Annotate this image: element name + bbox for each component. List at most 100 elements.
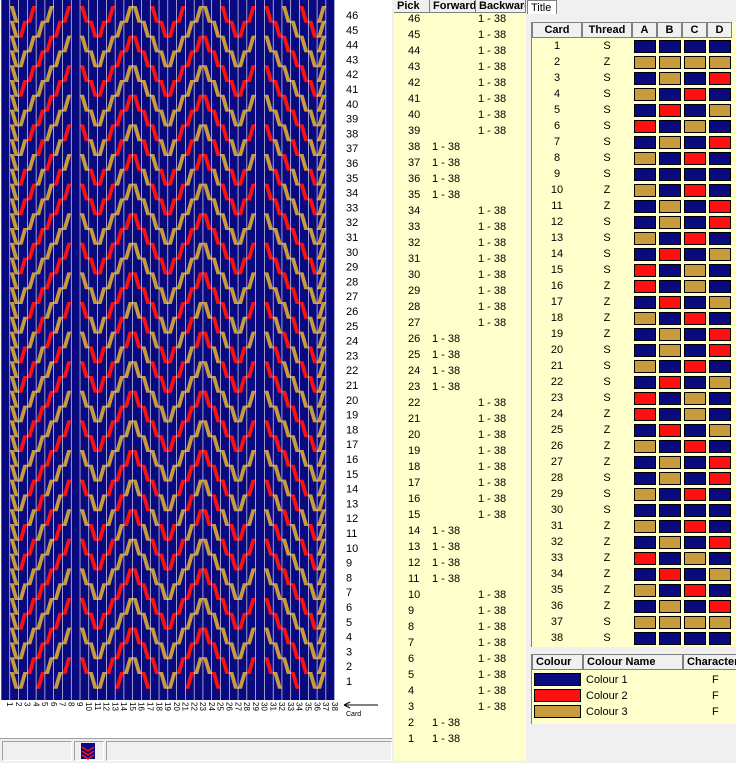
hole-colour-swatch[interactable] — [684, 600, 706, 613]
hole-colour-swatch[interactable] — [634, 200, 656, 213]
card-number[interactable]: 18 — [550, 312, 564, 324]
hole-colour-swatch[interactable] — [634, 456, 656, 469]
pick-number[interactable]: 20 — [408, 429, 421, 441]
thread-direction[interactable]: Z — [603, 328, 611, 340]
pick-number[interactable]: 30 — [408, 269, 421, 281]
hole-colour-swatch[interactable] — [709, 312, 731, 325]
hole-colour-swatch[interactable] — [684, 504, 706, 517]
pick-column-header[interactable]: Pick — [394, 0, 430, 13]
hole-colour-swatch[interactable] — [659, 280, 681, 293]
backward-cards[interactable]: 1 - 38 — [478, 461, 507, 473]
thread-direction[interactable]: S — [603, 40, 611, 52]
hole-colour-swatch[interactable] — [684, 344, 706, 357]
card-number[interactable]: 15 — [550, 264, 564, 276]
hole-colour-swatch[interactable] — [659, 168, 681, 181]
hole-colour-swatch[interactable] — [659, 56, 681, 69]
hole-colour-swatch[interactable] — [709, 632, 731, 645]
hole-colour-swatch[interactable] — [634, 232, 656, 245]
pick-number[interactable]: 16 — [408, 493, 421, 505]
thread-direction[interactable]: S — [603, 616, 611, 628]
card-number[interactable]: 32 — [550, 536, 564, 548]
backward-cards[interactable]: 1 - 38 — [478, 653, 507, 665]
hole-colour-swatch[interactable] — [709, 344, 731, 357]
thread-direction[interactable]: Z — [603, 456, 611, 468]
thread-direction[interactable]: S — [603, 504, 611, 516]
hole-colour-swatch[interactable] — [709, 552, 731, 565]
hole-colour-swatch[interactable] — [684, 568, 706, 581]
hole-colour-swatch[interactable] — [659, 504, 681, 517]
hole-colour-swatch[interactable] — [659, 296, 681, 309]
hole-colour-swatch[interactable] — [659, 456, 681, 469]
card-number[interactable]: 38 — [550, 632, 564, 644]
pick-number[interactable]: 15 — [408, 509, 421, 521]
hole-colour-swatch[interactable] — [684, 120, 706, 133]
pick-number[interactable]: 42 — [408, 77, 421, 89]
hole-colour-swatch[interactable] — [634, 216, 656, 229]
forward-cards[interactable]: 1 - 38 — [432, 157, 461, 169]
colour-swatch[interactable] — [534, 705, 581, 718]
hole-colour-swatch[interactable] — [659, 184, 681, 197]
forward-cards[interactable]: 1 - 38 — [432, 141, 461, 153]
hole-colour-swatch[interactable] — [684, 632, 706, 645]
hole-colour-swatch[interactable] — [659, 440, 681, 453]
backward-cards[interactable]: 1 - 38 — [478, 269, 507, 281]
hole-colour-swatch[interactable] — [709, 616, 731, 629]
forward-cards[interactable]: 1 - 38 — [432, 349, 461, 361]
hole-colour-swatch[interactable] — [684, 488, 706, 501]
pick-number[interactable]: 4 — [408, 685, 415, 697]
pick-number[interactable]: 26 — [408, 333, 421, 345]
backward-cards[interactable]: 1 - 38 — [478, 301, 507, 313]
hole-colour-swatch[interactable] — [634, 440, 656, 453]
thread-direction[interactable]: S — [603, 632, 611, 644]
hole-colour-swatch[interactable] — [659, 632, 681, 645]
backward-cards[interactable]: 1 - 38 — [478, 621, 507, 633]
hole-c-column-header[interactable]: C — [682, 22, 707, 38]
hole-colour-swatch[interactable] — [659, 584, 681, 597]
hole-colour-swatch[interactable] — [659, 520, 681, 533]
thread-direction[interactable]: S — [603, 392, 611, 404]
hole-colour-swatch[interactable] — [634, 408, 656, 421]
hole-colour-swatch[interactable] — [709, 520, 731, 533]
hole-colour-swatch[interactable] — [709, 536, 731, 549]
backward-cards[interactable]: 1 - 38 — [478, 317, 507, 329]
card-number[interactable]: 24 — [550, 408, 564, 420]
hole-colour-swatch[interactable] — [634, 280, 656, 293]
hole-colour-swatch[interactable] — [659, 120, 681, 133]
backward-cards[interactable]: 1 - 38 — [478, 669, 507, 681]
backward-cards[interactable]: 1 - 38 — [478, 77, 507, 89]
hole-colour-swatch[interactable] — [634, 120, 656, 133]
thread-direction[interactable]: Z — [603, 440, 611, 452]
thread-direction[interactable]: S — [603, 216, 611, 228]
thread-direction[interactable]: S — [603, 152, 611, 164]
hole-colour-swatch[interactable] — [709, 424, 731, 437]
hole-colour-swatch[interactable] — [684, 280, 706, 293]
hole-colour-swatch[interactable] — [684, 376, 706, 389]
backward-cards[interactable]: 1 - 38 — [478, 109, 507, 121]
forward-cards[interactable]: 1 - 38 — [432, 541, 461, 553]
hole-colour-swatch[interactable] — [684, 200, 706, 213]
colour-swatch[interactable] — [534, 673, 581, 686]
colour-swatch[interactable] — [534, 689, 581, 702]
hole-colour-swatch[interactable] — [634, 344, 656, 357]
thread-direction[interactable]: S — [603, 344, 611, 356]
hole-colour-swatch[interactable] — [634, 184, 656, 197]
backward-cards[interactable]: 1 - 38 — [478, 61, 507, 73]
hole-colour-swatch[interactable] — [709, 200, 731, 213]
pick-number[interactable]: 45 — [408, 29, 421, 41]
pick-number[interactable]: 10 — [408, 589, 421, 601]
card-number[interactable]: 16 — [550, 280, 564, 292]
colour-name[interactable]: Colour 3 — [586, 706, 628, 718]
hole-colour-swatch[interactable] — [709, 584, 731, 597]
pick-number[interactable]: 37 — [408, 157, 421, 169]
thread-column-header[interactable]: Thread — [582, 22, 632, 38]
hole-colour-swatch[interactable] — [709, 120, 731, 133]
hole-colour-swatch[interactable] — [684, 136, 706, 149]
hole-colour-swatch[interactable] — [709, 328, 731, 341]
hole-b-column-header[interactable]: B — [657, 22, 682, 38]
backward-cards[interactable]: 1 - 38 — [478, 45, 507, 57]
colour-name[interactable]: Colour 2 — [586, 690, 628, 702]
thread-direction[interactable]: S — [603, 136, 611, 148]
hole-colour-swatch[interactable] — [659, 200, 681, 213]
pick-number[interactable]: 25 — [408, 349, 421, 361]
thread-direction[interactable]: S — [603, 360, 611, 372]
